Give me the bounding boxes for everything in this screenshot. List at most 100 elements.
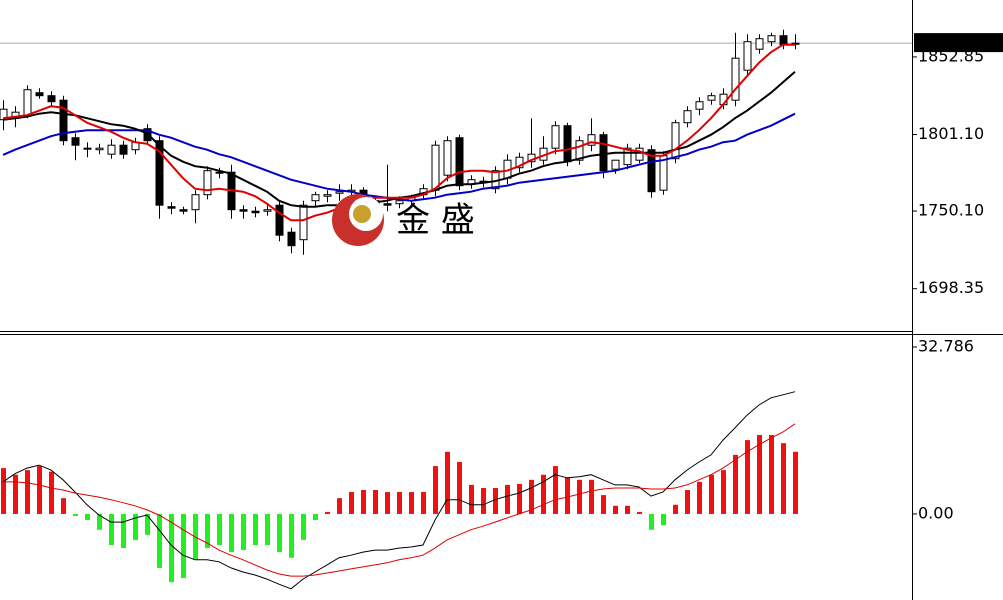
histogram-bar <box>157 513 162 568</box>
candle-body <box>515 156 524 169</box>
histogram-bar <box>757 435 762 514</box>
histogram-bar <box>541 474 546 514</box>
histogram-bar <box>289 513 294 558</box>
histogram-bar <box>529 479 534 514</box>
watermark-text: 金 盛 <box>396 201 475 241</box>
candle-body <box>155 140 164 206</box>
histogram-bar <box>361 490 366 514</box>
histogram-bar <box>517 483 522 514</box>
histogram-bar <box>49 471 54 514</box>
histogram-bar <box>337 498 342 514</box>
candle-body <box>563 125 572 163</box>
histogram-bar <box>325 511 330 514</box>
candle-body <box>119 144 128 155</box>
histogram-bar <box>469 484 474 514</box>
y-tick-label: 1750.10 <box>918 201 984 220</box>
histogram-bar <box>409 492 414 514</box>
candle-body <box>107 144 116 155</box>
histogram-bar <box>133 513 138 540</box>
histogram-bar <box>481 487 486 514</box>
candle-body <box>707 95 716 101</box>
histogram-bar <box>265 513 270 546</box>
histogram-bar <box>61 498 66 514</box>
y-tick-label: 0.00 <box>918 503 954 522</box>
histogram-bar <box>637 511 642 514</box>
histogram-bar <box>25 470 30 514</box>
candle-body <box>275 204 284 236</box>
candle-body <box>551 125 560 149</box>
ma-line <box>2 391 796 590</box>
histogram-bar <box>565 477 570 514</box>
candle-body <box>611 159 620 170</box>
candle-body <box>599 134 608 172</box>
histogram-bar <box>277 513 282 553</box>
candle-body <box>647 149 656 193</box>
candle-body <box>239 209 248 212</box>
histogram-bar <box>421 492 426 514</box>
histogram-bar <box>169 513 174 583</box>
candle-body <box>335 191 344 194</box>
candle-body <box>95 147 104 151</box>
histogram-bar <box>397 492 402 514</box>
candle-body <box>263 209 272 212</box>
histogram-bar <box>109 513 114 546</box>
candle-body <box>311 194 320 202</box>
histogram-bar <box>553 466 558 514</box>
last-price-box <box>914 33 1003 53</box>
ma-line <box>2 112 796 202</box>
y-tick-label: 1801.10 <box>918 124 984 143</box>
candle-body <box>455 137 464 187</box>
y-tick-label: 32.786 <box>918 336 974 355</box>
candle-body <box>431 144 440 191</box>
histogram-bar <box>733 454 738 514</box>
watermark: 金 盛 <box>332 194 475 246</box>
histogram-bar <box>661 513 666 526</box>
logo <box>353 205 371 223</box>
candle-body <box>767 35 776 43</box>
histogram-bar <box>13 474 18 514</box>
candle-body <box>35 92 44 97</box>
candle-body <box>743 41 752 71</box>
histogram-bar <box>373 490 378 514</box>
histogram-bar <box>205 513 210 549</box>
candle-body <box>395 200 404 205</box>
candle-body <box>683 110 692 124</box>
histogram-bar <box>229 513 234 553</box>
histogram-bar <box>217 513 222 546</box>
histogram-bar <box>493 487 498 514</box>
histogram-bar <box>697 481 702 514</box>
histogram-bar <box>769 435 774 514</box>
candle-body <box>47 95 56 103</box>
candle-body <box>587 134 596 146</box>
histogram-bar <box>85 513 90 521</box>
candle-body <box>191 194 200 211</box>
candle-body <box>71 137 80 146</box>
histogram-bar <box>457 462 462 514</box>
histogram-bar <box>73 513 78 516</box>
histogram-bar <box>505 484 510 514</box>
histogram-bar <box>781 443 786 514</box>
histogram-bar <box>721 470 726 514</box>
histogram-bar <box>673 504 678 514</box>
candle-body <box>287 231 296 247</box>
candle-body <box>779 35 788 46</box>
y-tick-label: 1698.35 <box>918 278 984 297</box>
last-price-label: 1862.06 <box>918 33 984 52</box>
candle-body <box>443 140 452 176</box>
candle-body <box>755 38 764 50</box>
histogram-bar <box>709 474 714 514</box>
histogram-bar <box>433 466 438 514</box>
histogram-bar <box>145 513 150 535</box>
candle-body <box>731 57 740 101</box>
candle-body <box>383 203 392 206</box>
ma-line <box>3 423 796 577</box>
candle-body <box>323 194 332 197</box>
histogram-bar <box>349 492 354 514</box>
candle-body <box>59 99 68 142</box>
histogram-bar <box>97 513 102 530</box>
histogram-bar <box>301 513 306 540</box>
histogram-bar <box>577 479 582 514</box>
candle-body <box>623 147 632 166</box>
candle-body <box>575 140 584 161</box>
